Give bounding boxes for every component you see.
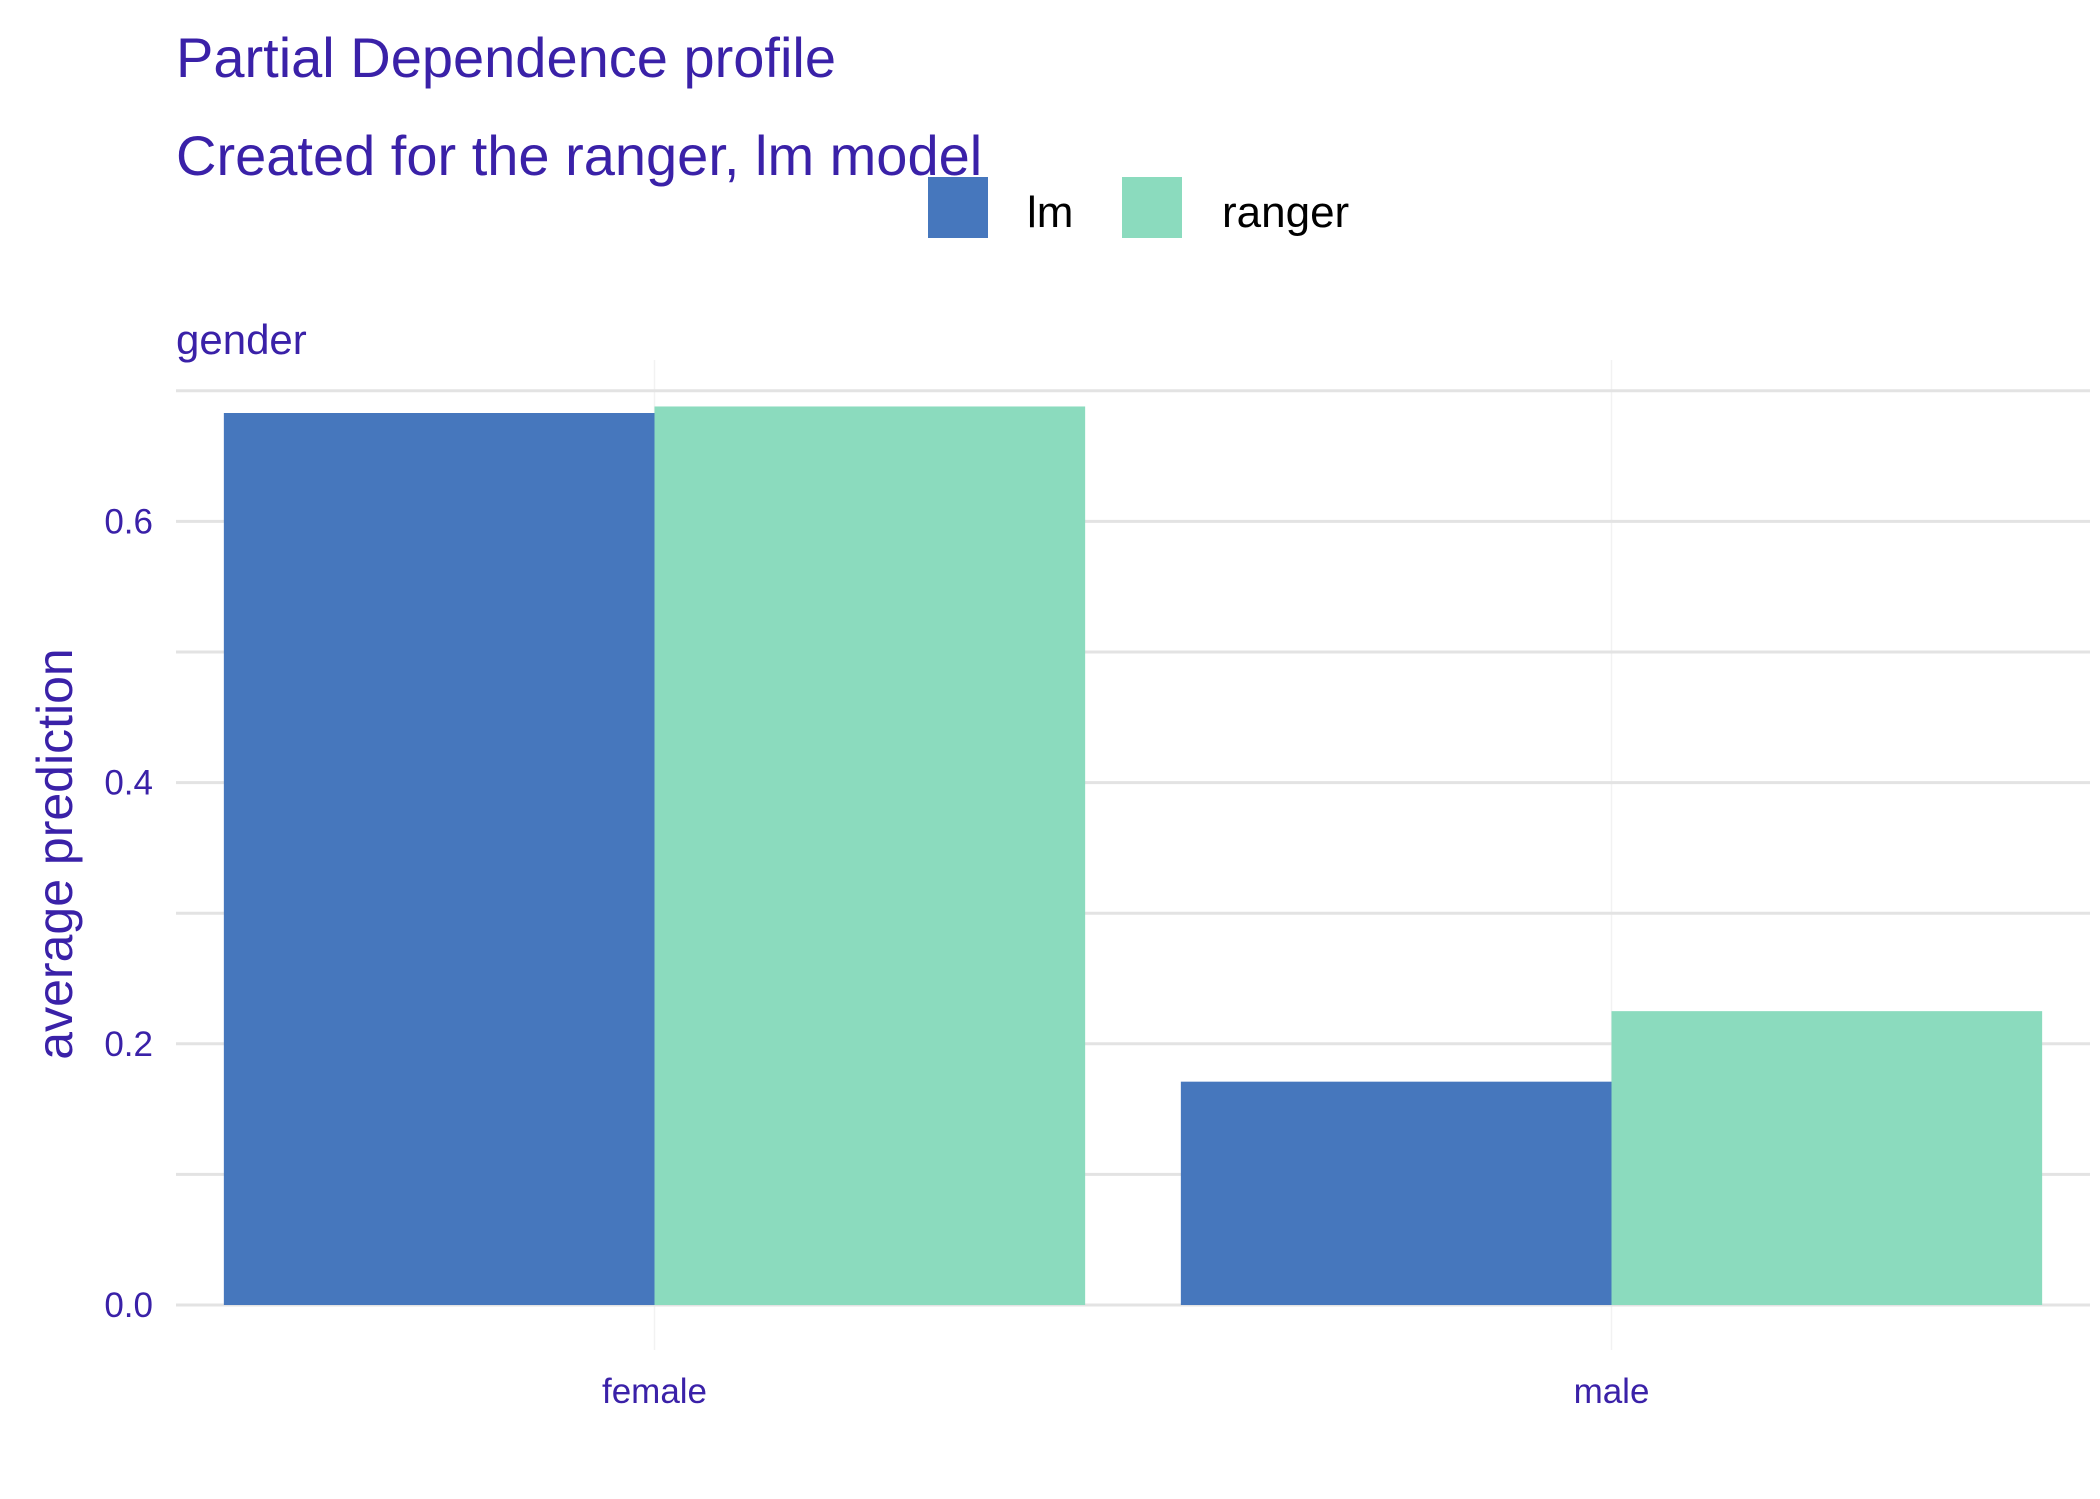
chart-subtitle: Created for the ranger, lm model — [176, 124, 982, 187]
bars — [223, 406, 2043, 1305]
bar-lm-female — [223, 413, 655, 1305]
legend-swatch-lm — [928, 177, 988, 238]
y-tick-label: 0.2 — [104, 1025, 153, 1064]
bar-ranger-female — [654, 406, 1086, 1305]
x-tick-label-male: male — [1574, 1372, 1650, 1411]
y-axis-label: average prediction — [27, 648, 83, 1059]
chart-title: Partial Dependence profile — [176, 26, 836, 89]
facet-strip-label: gender — [176, 316, 307, 363]
y-tick-label: 0.0 — [104, 1286, 153, 1325]
y-tick-label: 0.4 — [104, 764, 153, 803]
bar-ranger-male — [1611, 1011, 2043, 1305]
x-tick-label-female: female — [602, 1372, 707, 1411]
bar-lm-male — [1180, 1081, 1612, 1305]
legend: lm ranger — [928, 177, 1349, 238]
legend-label-ranger: ranger — [1222, 188, 1349, 237]
legend-swatch-ranger — [1122, 177, 1182, 238]
legend-label-lm: lm — [1027, 188, 1073, 237]
y-tick-label: 0.6 — [104, 502, 153, 541]
y-tick-labels: 0.0 0.2 0.4 0.6 — [104, 502, 153, 1325]
x-tick-labels: female male — [602, 1372, 1649, 1411]
